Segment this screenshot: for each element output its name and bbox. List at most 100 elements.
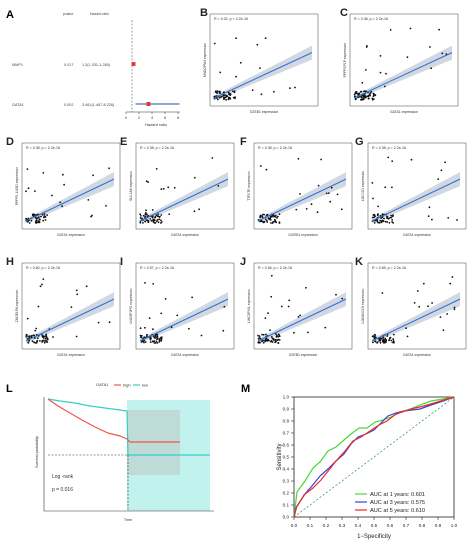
data-point <box>152 283 155 285</box>
data-point <box>374 340 377 342</box>
y-tick-label: 0.2 <box>283 491 290 496</box>
data-point <box>232 96 235 99</box>
data-point <box>391 219 394 221</box>
data-point <box>25 336 28 338</box>
data-point <box>261 215 263 218</box>
data-point <box>376 341 379 343</box>
data-point <box>144 341 147 343</box>
data-point <box>75 289 78 292</box>
data-point <box>188 327 190 330</box>
data-point <box>271 222 274 224</box>
data-point <box>92 174 94 177</box>
data-point <box>271 215 273 218</box>
data-point <box>145 180 148 183</box>
data-point <box>369 94 371 97</box>
forest-ticks: 0 2 4 6 8 <box>125 112 179 120</box>
forest-marks <box>131 62 180 106</box>
data-point <box>386 335 389 337</box>
data-point <box>35 327 38 330</box>
x-axis-label: GATA1 expression <box>403 353 431 357</box>
data-point <box>43 213 46 215</box>
data-point <box>410 158 413 161</box>
y-tick-label: 0.4 <box>283 467 290 472</box>
data-point <box>222 329 225 332</box>
data-point <box>413 302 416 304</box>
data-point <box>330 186 333 189</box>
data-point <box>42 219 45 222</box>
x-tick-label: 4 <box>151 116 153 120</box>
data-point <box>97 321 100 324</box>
data-point <box>149 218 152 220</box>
data-point <box>389 29 392 31</box>
data-point <box>387 156 390 159</box>
data-point <box>265 333 267 336</box>
data-point <box>28 222 31 224</box>
data-point <box>358 93 360 96</box>
panel-letter: D <box>6 136 14 148</box>
data-point <box>276 339 279 342</box>
data-point <box>216 90 219 92</box>
data-point <box>31 334 33 337</box>
data-point <box>384 220 387 223</box>
x-tick-label: 6 <box>164 116 166 120</box>
data-point <box>384 337 387 340</box>
data-point <box>276 334 278 337</box>
data-point <box>176 314 179 317</box>
y-axis-label: Survival probability <box>35 436 39 468</box>
data-point <box>59 201 62 204</box>
scatter-panel-c: C R = 0.38, p = 2.2e-16 GATA1 expression PP… <box>340 7 459 114</box>
data-point <box>387 217 390 220</box>
data-point <box>139 213 142 216</box>
y-tick-label: 0.1 <box>283 503 290 508</box>
data-point <box>143 341 145 344</box>
data-point <box>274 215 276 218</box>
plot-frame <box>209 13 319 107</box>
data-point <box>277 342 280 344</box>
data-point <box>273 220 275 223</box>
data-point <box>61 205 63 208</box>
roc-ticks: 0.00.0 0.1 0.1 0.2 0.2 0.3 0.3 0.4 0.4 0.5 0.5 0.6 0… <box>283 395 458 528</box>
x-axis-label: GZEB1 expression <box>250 110 279 114</box>
data-point <box>160 221 163 223</box>
data-point <box>42 339 45 342</box>
data-point <box>158 218 161 221</box>
data-point <box>264 37 267 40</box>
data-point <box>369 92 372 94</box>
logrank-pvalue: p = 0.016 <box>52 487 73 493</box>
data-point <box>266 340 268 342</box>
data-point <box>157 213 160 216</box>
data-point <box>305 208 308 210</box>
data-point <box>149 341 152 343</box>
data-point <box>219 92 221 94</box>
correlation-stat: R = 0.38, p = 2.2e-16 <box>372 146 406 150</box>
data-point <box>273 90 275 93</box>
data-point <box>155 340 158 343</box>
data-point <box>392 333 395 336</box>
data-point <box>153 336 156 339</box>
data-point <box>380 217 383 220</box>
data-point <box>34 190 36 193</box>
pvalue-mmp1: 0.017 <box>64 63 74 67</box>
panel-l: L GATA1 high low Survival probability Ti… <box>6 382 240 522</box>
data-point <box>37 305 40 308</box>
data-point <box>139 217 142 219</box>
plot-frame <box>349 13 459 107</box>
y-tick-label: 0.9 <box>283 407 290 412</box>
data-point <box>35 222 37 224</box>
data-point <box>409 27 412 30</box>
data-point <box>229 94 232 97</box>
y-axis-label: TTFLTP expression <box>247 171 251 201</box>
data-point <box>451 276 454 278</box>
data-point <box>271 341 274 343</box>
data-point <box>156 342 159 344</box>
data-point <box>388 337 391 340</box>
data-point <box>193 176 196 179</box>
data-point <box>160 188 163 191</box>
scatter-panel-f: F R = 0.38, p = 2.2e-16 GIZEB1 expression T… <box>240 136 353 237</box>
data-point <box>305 286 307 289</box>
data-point <box>162 187 165 190</box>
data-point <box>142 222 144 224</box>
y-tick-label: 0.0 <box>283 515 290 520</box>
legend-label-5-years: AUC at 5 years: 0.610 <box>370 508 425 514</box>
data-point <box>273 218 276 221</box>
